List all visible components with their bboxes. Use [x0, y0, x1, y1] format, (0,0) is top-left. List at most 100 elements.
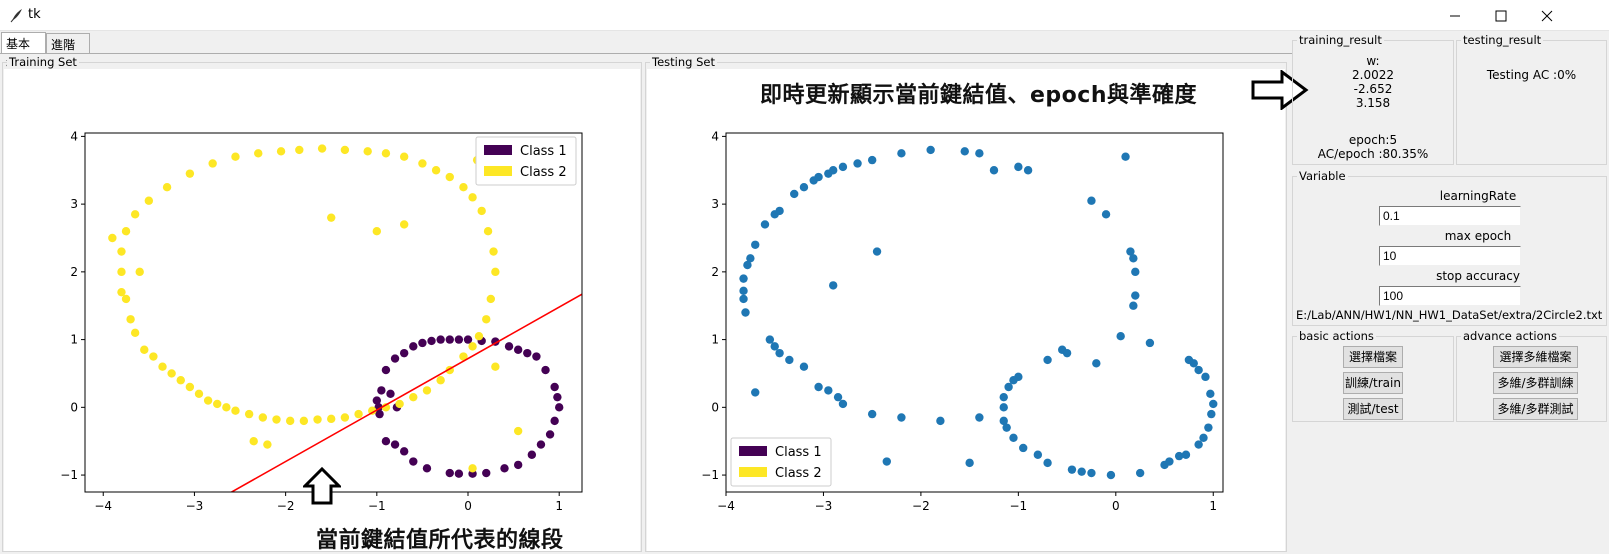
legend-swatch: [484, 145, 512, 155]
data-point: [258, 413, 268, 422]
data-point: [422, 464, 432, 473]
feather-icon: [10, 9, 22, 23]
y-tick-label: −1: [701, 468, 719, 482]
data-point: [1009, 376, 1018, 385]
data-point: [372, 396, 382, 405]
data-point: [1106, 470, 1116, 480]
testing-plot-canvas[interactable]: −4 −3 −2 −1 0 1 −1 0 1 2 3 4 Class 1 Class 2: [647, 69, 1285, 551]
epoch-value: epoch:5: [1348, 133, 1398, 147]
y-tick-label: 1: [711, 333, 719, 347]
data-point: [399, 152, 409, 161]
basic-actions-panel: basic actions 選擇檔案 訓練/train 測試/test: [1292, 329, 1454, 422]
data-point: [828, 281, 838, 290]
multi-train-button[interactable]: 多維/多群訓練: [1493, 372, 1578, 394]
data-point: [126, 315, 135, 324]
data-point: [532, 352, 541, 361]
x-tick-label: 0: [1112, 499, 1120, 513]
maximize-button[interactable]: [1478, 0, 1524, 31]
tab-advanced[interactable]: 進階題: [46, 33, 90, 69]
data-point: [399, 348, 409, 358]
data-point: [363, 147, 372, 156]
data-point: [117, 287, 126, 297]
data-point: [760, 220, 770, 229]
data-point: [489, 247, 498, 256]
data-point: [965, 458, 974, 468]
data-point: [853, 159, 862, 168]
data-point: [770, 342, 779, 351]
test-button[interactable]: 測試/test: [1343, 398, 1403, 420]
data-point: [814, 382, 823, 392]
data-point: [431, 166, 441, 175]
data-point: [395, 399, 404, 409]
x-tick-label: 0: [464, 499, 472, 513]
legend-swatch: [739, 467, 767, 477]
data-point: [1101, 210, 1111, 219]
data-point: [1043, 355, 1052, 365]
data-point: [523, 348, 532, 358]
data-point: [130, 210, 140, 219]
data-point: [454, 469, 464, 478]
data-point: [527, 450, 537, 459]
tab-basic[interactable]: 基本題: [1, 32, 46, 68]
data-point: [117, 267, 126, 277]
data-point: [377, 386, 386, 395]
data-point: [1004, 382, 1013, 392]
train-button[interactable]: 訓練/train: [1343, 372, 1403, 394]
x-tick-label: −2: [277, 499, 295, 513]
data-point: [545, 430, 555, 439]
data-point: [555, 403, 564, 412]
multi-test-button[interactable]: 多維/多群測試: [1493, 398, 1578, 420]
data-point: [491, 362, 500, 371]
minimize-icon: [1450, 15, 1460, 17]
data-point: [254, 149, 263, 158]
data-point: [491, 267, 500, 277]
data-point: [975, 149, 984, 158]
data-point: [368, 406, 377, 415]
select-multi-file-button[interactable]: 選擇多維檔案: [1493, 346, 1578, 368]
data-point: [1121, 152, 1130, 161]
y-tick-label: 0: [70, 400, 78, 414]
data-point: [299, 416, 309, 426]
data-point: [176, 376, 185, 385]
data-point: [1077, 467, 1086, 476]
data-point: [897, 149, 906, 158]
learning-rate-input[interactable]: [1379, 206, 1521, 226]
data-point: [231, 152, 240, 161]
minimize-button[interactable]: [1432, 0, 1478, 31]
close-button[interactable]: [1524, 0, 1570, 31]
select-file-button[interactable]: 選擇檔案: [1343, 346, 1403, 368]
data-point: [867, 155, 877, 165]
data-point: [814, 172, 823, 182]
data-point: [975, 413, 984, 422]
data-point: [482, 468, 491, 478]
legend-label: Class 1: [520, 144, 567, 159]
data-point: [1009, 433, 1018, 443]
arrow-up-icon: [303, 466, 341, 505]
data-point: [989, 166, 999, 175]
legend-swatch: [484, 166, 512, 176]
training-set-label: Training Set: [7, 55, 79, 69]
testing-result-panel: testing_result Testing AC :0%: [1456, 33, 1607, 165]
data-point: [833, 392, 843, 402]
testing-set-panel: Testing Set −4 −3 −2 −1 0 1 −1 0 1 2 3 4 Class 1 Clas…: [645, 55, 1287, 552]
data-point: [1087, 468, 1096, 478]
x-tick-label: −2: [912, 499, 930, 513]
data-point: [1129, 301, 1138, 310]
title-bar[interactable]: tk: [0, 0, 1609, 31]
data-point: [1165, 457, 1174, 466]
stop-accuracy-label: stop accuracy: [1436, 269, 1520, 283]
advance-actions-panel: advance actions 選擇多維檔案 多維/多群訓練 多維/多群測試: [1456, 329, 1607, 422]
weight-0: 2.0022: [1352, 68, 1394, 82]
data-point: [468, 342, 477, 351]
data-point: [553, 392, 562, 402]
testing-accuracy: Testing AC :0%: [1486, 68, 1577, 82]
data-point: [1204, 423, 1213, 432]
data-point: [468, 464, 477, 473]
data-point: [409, 342, 418, 351]
stop-accuracy-input[interactable]: [1379, 286, 1521, 306]
y-tick-label: 4: [70, 129, 78, 143]
max-epoch-input[interactable]: [1379, 246, 1521, 266]
data-point: [872, 247, 882, 256]
data-point: [1209, 399, 1218, 409]
data-point: [436, 335, 445, 344]
